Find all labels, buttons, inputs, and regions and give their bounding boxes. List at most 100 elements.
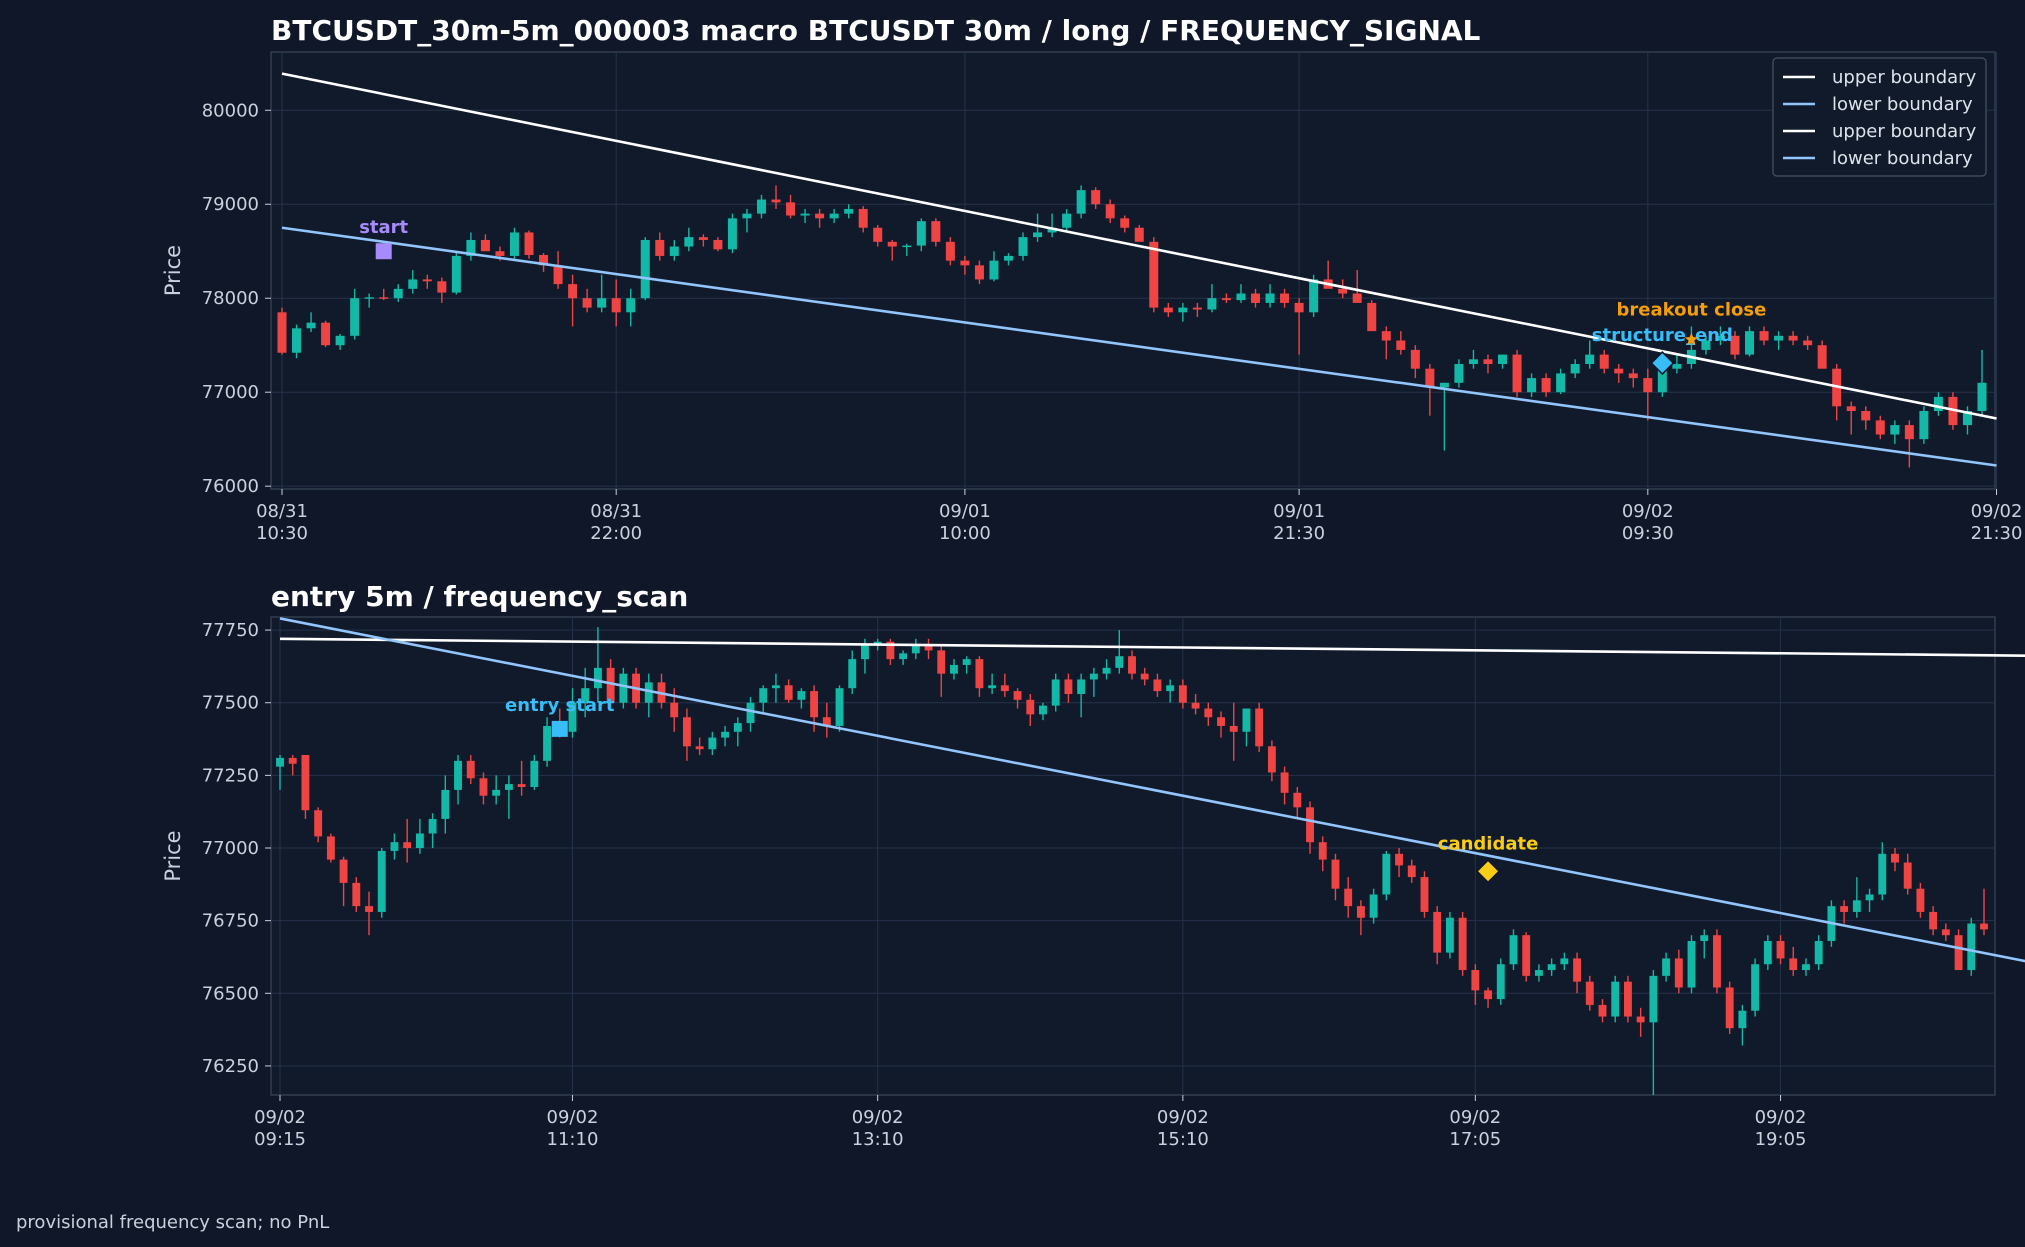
candle-body [1458,917,1467,971]
candle-body [480,239,490,252]
candle-body [408,279,418,289]
chart-panel-0: BTCUSDT_30m-5m_000003 macro BTCUSDT 30m … [161,14,2022,544]
candle-body [1891,853,1899,863]
candle-body [1846,406,1856,411]
candle-body [708,737,717,750]
legend-label: lower boundary [1832,148,1973,169]
candle-body [276,757,284,767]
candle-body [1852,900,1861,912]
candle-body [873,227,883,242]
candle-body [1672,364,1682,369]
candle-body [306,322,316,329]
candle-body [1280,293,1290,303]
candle-body [1556,373,1566,393]
x-tick-time: 17:05 [1449,1129,1501,1150]
candle-body [393,288,403,299]
x-tick-date: 09/01 [939,501,991,522]
candle-body [597,298,607,308]
candle-body [1980,923,1988,930]
candle-body [1700,935,1709,941]
candle-body [1033,232,1043,238]
plot-area [270,51,1996,490]
candle-body [1715,335,1725,341]
candle-body [1013,691,1022,700]
candle-body [288,757,297,764]
candle-body [1814,940,1823,965]
candle-body [495,251,505,256]
candle-body [911,644,920,654]
candle-body [1512,354,1522,393]
candle-body [1091,190,1101,205]
candle-body [517,784,526,787]
candle-body [1439,382,1449,388]
candle-body [727,218,737,250]
x-tick-time: 22:00 [590,523,642,544]
candle-body [1047,227,1057,233]
legend-box [1772,57,1987,177]
candle-body [1396,340,1406,350]
x-tick-date: 09/02 [1157,1107,1209,1128]
candle-body [1509,935,1518,965]
candle-body [924,644,933,651]
candle-body [1611,981,1620,1017]
x-tick-time: 19:05 [1755,1129,1807,1150]
upper-boundary-line [279,637,2025,657]
x-tick-date: 09/02 [1449,1107,1501,1128]
candle-body [1077,679,1086,695]
candle-body [1763,940,1772,965]
candle-body [721,731,730,738]
x-tick-time: 09:30 [1622,523,1674,544]
candle-body [1484,990,1493,1000]
y-tick-label: 78000 [202,288,259,309]
candle-body [1962,410,1972,426]
candle-body [479,778,488,796]
candle-body [1242,708,1251,732]
candle-body [1585,981,1594,1005]
candle-body [858,208,868,228]
candle-body [1356,906,1365,918]
candle-body [1120,218,1130,228]
candle-body [1789,958,1798,971]
candle-body [1089,673,1098,680]
candle-body [1614,368,1624,374]
candle-body [1331,859,1340,889]
candle-body [848,659,857,689]
candle-body [682,717,691,747]
candle-body [1369,894,1378,918]
x-tick-time: 10:30 [256,523,308,544]
candle-body [975,659,984,689]
candle-body [1674,958,1683,988]
candle-body [756,199,766,214]
candle-body [861,644,869,660]
candle-body [771,199,781,203]
candle-body [887,241,897,247]
x-tick-date: 09/02 [1622,501,1674,522]
candle-body [1306,807,1314,843]
candle-body [1573,958,1582,982]
candle-body [365,906,373,912]
x-tick-date: 08/31 [256,501,308,522]
candle-body [733,723,742,732]
candle-body [509,232,519,256]
candle-body [1496,964,1505,1000]
candle-body [713,239,723,250]
candle-body [695,746,704,750]
candle-body [1102,667,1111,674]
candle-body [1221,298,1231,301]
candle-body [1425,368,1435,388]
candle-body [822,717,831,726]
annotation-square-marker [375,243,392,260]
legend-label: upper boundary [1832,67,1977,88]
candle-body [626,298,636,313]
candle-body [902,245,912,248]
candle-body [1623,981,1632,1017]
candle-body [1217,717,1225,726]
candle-body [873,641,882,645]
chart-title: BTCUSDT_30m-5m_000003 macro BTCUSDT 30m … [271,14,1481,47]
y-tick-label: 80000 [202,100,259,121]
candle-body [1381,331,1391,341]
candle-body [1919,410,1929,440]
candle-body [441,789,450,819]
candle-body [1636,1016,1645,1023]
candle-body [1076,190,1086,214]
